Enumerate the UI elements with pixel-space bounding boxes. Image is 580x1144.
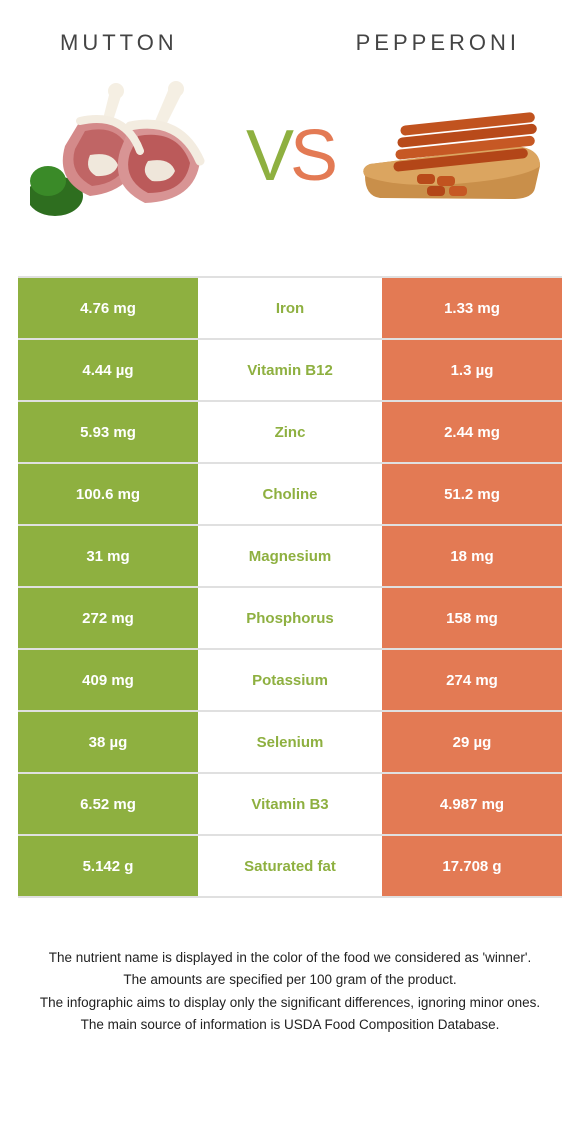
- left-value: 31 mg: [18, 526, 198, 586]
- right-value: 2.44 mg: [382, 402, 562, 462]
- footnotes: The nutrient name is displayed in the co…: [0, 898, 580, 1057]
- left-value: 100.6 mg: [18, 464, 198, 524]
- left-value: 5.142 g: [18, 836, 198, 896]
- nutrient-label: Saturated fat: [198, 836, 382, 896]
- left-value: 6.52 mg: [18, 774, 198, 834]
- nutrient-label: Choline: [198, 464, 382, 524]
- mutton-image: [30, 86, 230, 226]
- left-value: 4.76 mg: [18, 278, 198, 338]
- comparison-table: 4.76 mgIron1.33 mg4.44 µgVitamin B121.3 …: [18, 276, 562, 898]
- table-row: 409 mgPotassium274 mg: [18, 650, 562, 712]
- right-value: 158 mg: [382, 588, 562, 648]
- table-row: 5.93 mgZinc2.44 mg: [18, 402, 562, 464]
- left-value: 4.44 µg: [18, 340, 198, 400]
- right-value: 51.2 mg: [382, 464, 562, 524]
- vs-s: S: [290, 115, 334, 197]
- nutrient-label: Potassium: [198, 650, 382, 710]
- right-value: 18 mg: [382, 526, 562, 586]
- right-value: 17.708 g: [382, 836, 562, 896]
- left-food-title: MUTTON: [60, 30, 178, 56]
- nutrient-label: Vitamin B12: [198, 340, 382, 400]
- nutrient-label: Zinc: [198, 402, 382, 462]
- header: MUTTON PEPPERONI: [0, 0, 580, 66]
- nutrient-label: Vitamin B3: [198, 774, 382, 834]
- left-value: 38 µg: [18, 712, 198, 772]
- pepperoni-image: [350, 86, 550, 226]
- table-row: 31 mgMagnesium18 mg: [18, 526, 562, 588]
- table-row: 38 µgSelenium29 µg: [18, 712, 562, 774]
- images-row: VS: [0, 66, 580, 266]
- right-food-title: PEPPERONI: [356, 30, 520, 56]
- footnote-line: The nutrient name is displayed in the co…: [30, 948, 550, 968]
- nutrient-label: Selenium: [198, 712, 382, 772]
- right-value: 4.987 mg: [382, 774, 562, 834]
- right-value: 29 µg: [382, 712, 562, 772]
- nutrient-label: Iron: [198, 278, 382, 338]
- right-value: 1.3 µg: [382, 340, 562, 400]
- footnote-line: The amounts are specified per 100 gram o…: [30, 970, 550, 990]
- table-row: 272 mgPhosphorus158 mg: [18, 588, 562, 650]
- vs-label: VS: [246, 115, 334, 197]
- table-row: 100.6 mgCholine51.2 mg: [18, 464, 562, 526]
- nutrient-label: Magnesium: [198, 526, 382, 586]
- table-row: 4.44 µgVitamin B121.3 µg: [18, 340, 562, 402]
- right-value: 274 mg: [382, 650, 562, 710]
- right-value: 1.33 mg: [382, 278, 562, 338]
- vs-v: V: [246, 115, 290, 197]
- table-row: 4.76 mgIron1.33 mg: [18, 278, 562, 340]
- footnote-line: The infographic aims to display only the…: [30, 993, 550, 1013]
- footnote-line: The main source of information is USDA F…: [30, 1015, 550, 1035]
- left-value: 272 mg: [18, 588, 198, 648]
- nutrient-label: Phosphorus: [198, 588, 382, 648]
- table-row: 5.142 gSaturated fat17.708 g: [18, 836, 562, 898]
- left-value: 409 mg: [18, 650, 198, 710]
- left-value: 5.93 mg: [18, 402, 198, 462]
- table-row: 6.52 mgVitamin B34.987 mg: [18, 774, 562, 836]
